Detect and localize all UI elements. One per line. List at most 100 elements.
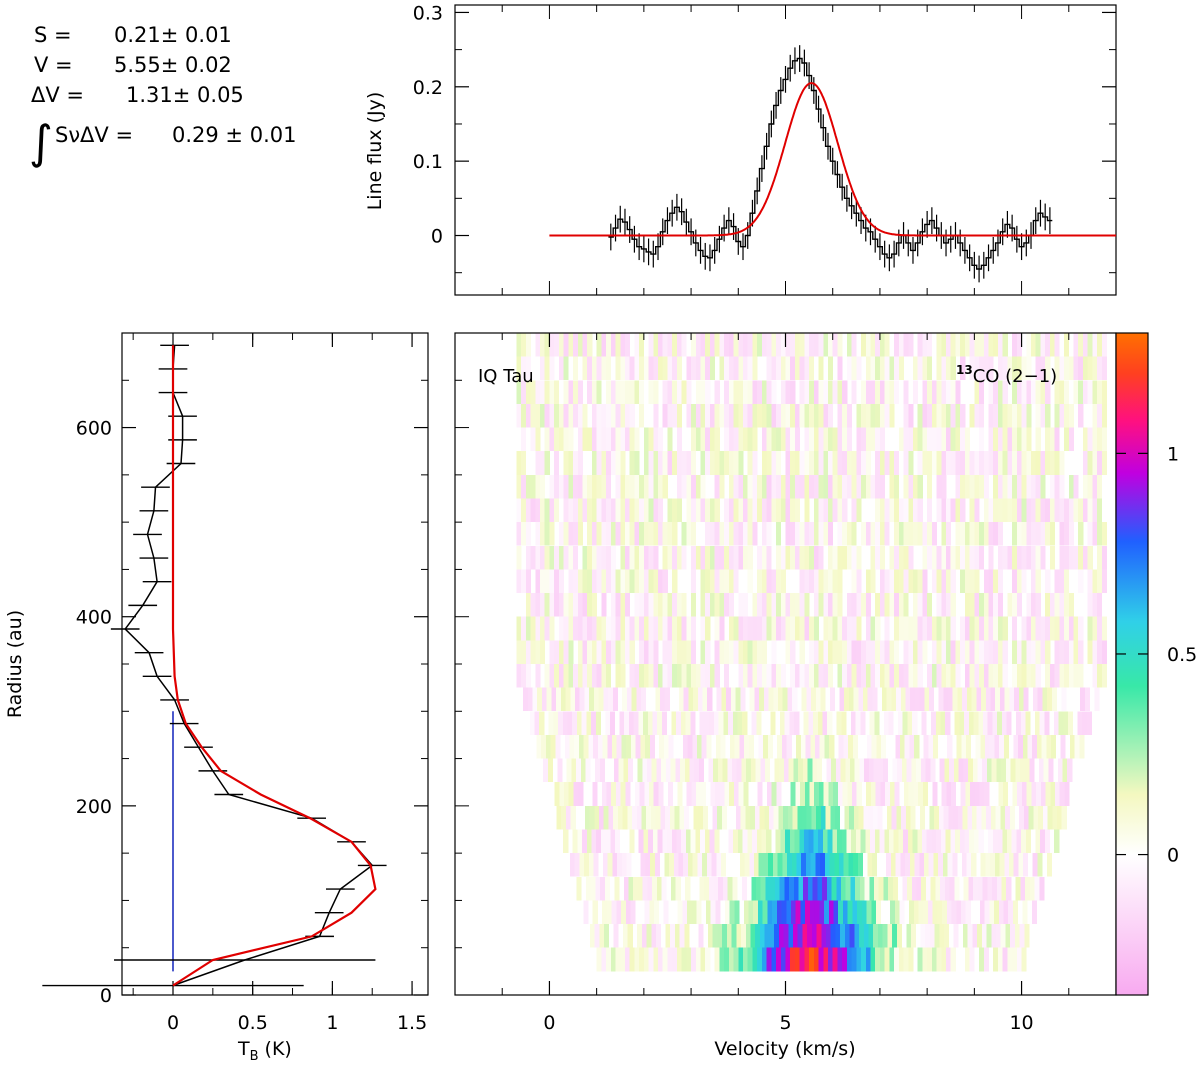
pv-map-cell	[853, 687, 859, 712]
pv-map-cell	[1060, 734, 1066, 759]
pv-map-cell	[828, 569, 834, 593]
pv-map-cell	[911, 758, 917, 783]
pv-map-cell	[871, 734, 877, 759]
pv-map-cell	[738, 593, 744, 617]
pv-map-cell	[856, 593, 862, 617]
pv-map-cell	[596, 829, 602, 854]
pv-map-cell	[953, 758, 959, 783]
pv-map-cell	[1040, 474, 1046, 499]
pv-map-cell	[790, 474, 796, 499]
pv-map-cell	[643, 664, 649, 688]
pv-map-cell	[997, 829, 1003, 854]
pv-map-cell	[804, 474, 810, 499]
pv-map-cell	[946, 333, 952, 357]
pv-map-cell	[941, 569, 947, 593]
pv-map-cell	[993, 664, 999, 688]
pv-map-cell	[676, 427, 682, 452]
pv-map-cell	[558, 522, 564, 546]
pv-map-cell	[615, 569, 621, 593]
pv-map-cell	[639, 593, 645, 617]
pv-map-cell	[665, 924, 671, 948]
pv-map-cell	[676, 947, 682, 972]
pv-map-cell	[981, 805, 987, 830]
pv-map-cell	[996, 758, 1002, 783]
pv-map-cell	[674, 805, 680, 830]
pv-map-cell	[832, 451, 838, 475]
pv-map-cell	[808, 829, 814, 854]
pv-map-cell	[724, 947, 730, 972]
pv-map-cell	[705, 427, 711, 452]
pv-map-cell	[654, 900, 660, 924]
pv-map-cell	[1073, 474, 1079, 499]
pv-map-heatmap	[516, 333, 1107, 972]
pv-map-cell	[710, 522, 716, 546]
pv-map-cell	[662, 333, 668, 357]
pv-map-cell	[946, 900, 952, 924]
pv-map-cell	[809, 403, 815, 428]
pv-map-cell	[582, 403, 588, 428]
pv-map-cell	[667, 498, 673, 523]
pv-map-cell	[845, 876, 851, 901]
pv-map-cell	[1026, 474, 1032, 499]
pv-map-cell	[1054, 356, 1060, 381]
pv-map-cell	[776, 545, 782, 570]
pv-map-cell	[643, 427, 649, 452]
pv-map-cell	[788, 758, 794, 783]
pv-map-cell	[547, 758, 553, 783]
pv-map-cell	[1035, 451, 1041, 475]
pv-map-cell	[1084, 687, 1090, 712]
pv-map-cell	[684, 924, 690, 948]
pv-map-cell	[1054, 640, 1060, 664]
pv-map-cell	[591, 356, 597, 381]
pv-map-cell	[544, 545, 550, 570]
pv-map-cell	[554, 380, 560, 404]
pv-map-cell	[960, 474, 966, 499]
pv-map-cell	[998, 545, 1004, 570]
pv-map-cell	[615, 522, 621, 546]
pv-map-cell	[1015, 876, 1021, 901]
pv-map-cell	[596, 356, 602, 381]
pv-map-cell	[950, 947, 956, 972]
pv-map-cell	[964, 664, 970, 688]
pv-map-cell	[778, 924, 784, 948]
pv-map-cell	[979, 900, 985, 924]
pv-map-cell	[870, 427, 876, 452]
pv-map-cell	[766, 403, 772, 428]
pv-map-cell	[950, 403, 956, 428]
pv-map-cell	[955, 474, 961, 499]
pv-map-cell	[782, 687, 788, 712]
pv-map-cell	[615, 947, 621, 972]
pv-map-cell	[965, 782, 971, 806]
pv-map-cell	[909, 734, 915, 759]
pv-map-cell	[933, 734, 939, 759]
pv-map-cell	[846, 333, 852, 357]
pv-map-cell	[558, 403, 564, 428]
pv-map-cell	[785, 947, 791, 972]
pv-map-cell	[641, 805, 647, 830]
pv-map-cell	[964, 711, 970, 735]
pv-map-cell	[544, 380, 550, 404]
pv-map-cell	[1012, 640, 1018, 664]
pv-map-cell	[554, 569, 560, 593]
pv-map-cell	[757, 498, 763, 523]
pv-map-cell	[702, 687, 708, 712]
pv-map-cell	[922, 451, 928, 475]
pv-map-cell	[804, 356, 810, 381]
pv-map-cell	[568, 664, 574, 688]
pv-map-cell	[950, 545, 956, 570]
pv-map-cell	[713, 876, 719, 901]
pv-map-cell	[700, 403, 706, 428]
pv-map-cell	[577, 451, 583, 475]
pv-map-cell	[724, 498, 730, 523]
pv-map-cell	[747, 616, 753, 641]
pv-map-cell	[875, 356, 881, 381]
pv-map-cell	[922, 640, 928, 664]
pv-map-cell	[822, 829, 828, 854]
pv-map-cell	[879, 664, 885, 688]
pv-map-cell	[568, 593, 574, 617]
pv-map-cell	[1027, 734, 1033, 759]
pv-map-cell	[753, 900, 759, 924]
pv-map-cell	[542, 687, 548, 712]
pv-map-cell	[837, 403, 843, 428]
pv-map-cell	[986, 924, 992, 948]
